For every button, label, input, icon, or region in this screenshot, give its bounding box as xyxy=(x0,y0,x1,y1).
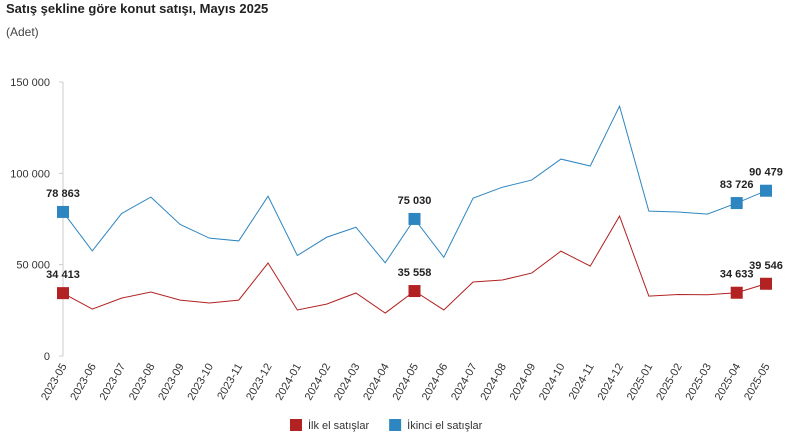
y-tick-label: 0 xyxy=(44,351,50,363)
x-tick-label: 2023-10 xyxy=(185,362,216,403)
point-marker xyxy=(760,184,772,197)
legend-swatch xyxy=(290,419,302,431)
legend-label: İkinci el satışlar xyxy=(407,419,483,432)
x-tick-label: 2024-08 xyxy=(478,362,509,403)
x-tick-label: 2024-01 xyxy=(273,362,304,403)
x-tick-label: 2023-05 xyxy=(39,362,70,403)
chart-title: Satış şekline göre konut satışı, Mayıs 2… xyxy=(6,1,268,16)
point-marker xyxy=(408,285,421,298)
x-tick-label: 2024-12 xyxy=(596,362,627,403)
value-label: 75 030 xyxy=(398,195,432,207)
point-marker xyxy=(760,277,772,290)
x-tick-label: 2024-06 xyxy=(420,362,451,403)
x-tick-label: 2024-02 xyxy=(303,362,334,403)
point-marker xyxy=(408,212,421,225)
point-marker xyxy=(730,197,743,210)
x-tick-label: 2025-01 xyxy=(625,362,656,403)
y-tick-label: 150 000 xyxy=(10,77,50,89)
point-marker xyxy=(57,205,69,218)
x-tick-label: 2025-04 xyxy=(713,362,744,403)
line xyxy=(62,214,767,314)
x-tick-label: 2024-04 xyxy=(361,362,392,403)
x-tick-label: 2023-07 xyxy=(98,362,129,403)
x-tick-label: 2024-11 xyxy=(567,362,597,402)
value-label: 34 413 xyxy=(46,269,80,281)
value-label: 35 558 xyxy=(398,267,432,279)
x-tick-label: 2025-05 xyxy=(742,362,773,403)
legend-swatch xyxy=(389,419,402,431)
value-label: 83 726 xyxy=(720,179,754,191)
x-tick-label: 2023-06 xyxy=(68,362,99,403)
value-label: 34 633 xyxy=(720,269,754,281)
legend-label: İlk el satışlar xyxy=(308,419,369,432)
point-marker xyxy=(57,287,69,300)
x-tick-label: 2024-07 xyxy=(449,362,480,403)
x-tick-label: 2023-12 xyxy=(244,362,275,403)
x-tick-label: 2024-03 xyxy=(332,362,363,403)
value-label: 90 479 xyxy=(749,167,783,179)
y-tick-label: 50 000 xyxy=(16,260,50,272)
x-tick-label: 2023-11 xyxy=(215,362,245,402)
x-tick-label: 2024-05 xyxy=(391,362,422,403)
value-label: 78 863 xyxy=(46,188,80,200)
x-tick-label: 2025-03 xyxy=(683,362,714,403)
line xyxy=(62,104,767,264)
x-tick-label: 2024-09 xyxy=(508,362,539,403)
x-tick-label: 2023-09 xyxy=(156,362,187,403)
x-tick-label: 2024-10 xyxy=(537,362,568,403)
chart-subtitle: (Adet) xyxy=(6,25,39,39)
value-label: 39 546 xyxy=(749,260,783,272)
y-tick-label: 100 000 xyxy=(10,168,50,180)
point-marker xyxy=(730,286,743,299)
x-tick-label: 2025-02 xyxy=(654,362,685,403)
x-tick-label: 2023-08 xyxy=(127,362,158,403)
